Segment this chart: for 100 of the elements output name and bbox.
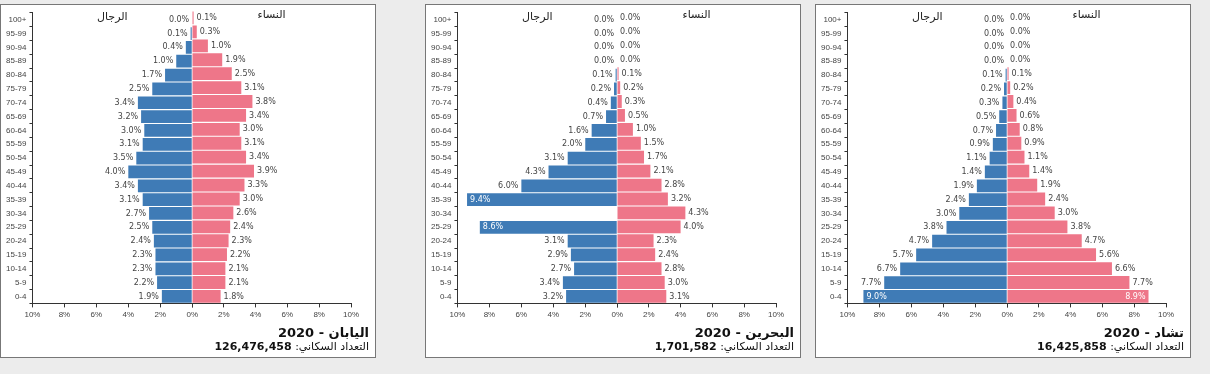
y-tick-label: 80-84 [5, 70, 27, 80]
data-label: 0.0% [1010, 54, 1031, 64]
y-tick-label: 5-9 [14, 277, 28, 287]
data-label: 2.4% [130, 236, 152, 246]
data-label: 6.6% [1115, 263, 1136, 273]
y-tick-label: 95-99 [820, 28, 842, 38]
text: الرجال [97, 9, 128, 23]
data-label: 0.0% [983, 14, 1005, 24]
data-label: 1.9% [225, 54, 247, 64]
y-tick-label: 100+ [433, 14, 452, 24]
data-label: 3.0% [1057, 207, 1079, 217]
data-label: 4.3% [525, 167, 546, 177]
y-tick-label: 95-99 [430, 28, 452, 38]
data-label: 0.0% [620, 13, 641, 23]
y-tick-label: 5-9 [439, 277, 453, 287]
data-label: 3.1% [544, 153, 566, 163]
x-tick-label: 4% [675, 310, 687, 320]
data-label: 3.4% [539, 277, 561, 287]
y-tick-label: 50-54 [5, 153, 27, 163]
data-label: 2.9% [547, 250, 569, 260]
data-label: 0.0% [983, 28, 1005, 38]
data-label: 4.7% [1084, 235, 1106, 245]
y-tick-label: 30-34 [820, 208, 842, 218]
data-label: 3.2% [542, 291, 564, 301]
x-tick-label: 10% [24, 310, 41, 320]
data-label: 3.1% [244, 138, 266, 148]
text: البحرين - 2020 [693, 325, 794, 340]
data-label: 3.8% [1070, 221, 1092, 231]
text: تشاد - 2020 [1102, 325, 1184, 340]
data-label: 0.0% [593, 56, 615, 66]
y-tick-label: 70-74 [5, 97, 27, 107]
data-label: 0.1% [982, 70, 1004, 80]
y-tick-label: 75-79 [820, 84, 842, 94]
data-label: 0.7% [582, 111, 604, 121]
data-label: 0.4% [162, 42, 184, 52]
data-label: 3.4% [249, 110, 270, 120]
data-label: 0.4% [1016, 96, 1038, 106]
y-tick-label: 50-54 [430, 153, 452, 163]
data-label: 3.4% [249, 152, 270, 162]
y-tick-label: 25-29 [820, 222, 842, 232]
x-tick-label: 2% [643, 310, 655, 320]
y-tick-label: 35-39 [5, 194, 27, 204]
data-label: 1.6% [568, 125, 590, 135]
y-tick-label: 85-89 [5, 56, 27, 66]
y-tick-label: 80-84 [820, 70, 842, 80]
y-tick-label: 75-79 [5, 84, 27, 94]
text: النساء [1072, 7, 1101, 21]
data-label: 0.0% [983, 42, 1005, 52]
y-tick-label: 20-24 [820, 236, 842, 246]
y-tick-label: 55-59 [820, 139, 842, 149]
y-tick-label: 45-49 [820, 167, 842, 177]
y-tick-label: 45-49 [5, 167, 27, 177]
data-label: 0.0% [593, 14, 615, 24]
data-label: 2.2% [133, 277, 155, 287]
data-label: 2.2% [230, 249, 251, 259]
y-tick-label: 35-39 [430, 194, 452, 204]
data-label: 0.1% [167, 28, 189, 38]
data-label: 0.8% [1022, 124, 1044, 134]
data-label: 6.0% [498, 180, 519, 190]
data-label: 1.9% [953, 180, 975, 190]
y-tick-label: 55-59 [430, 139, 452, 149]
y-tick-label: 30-34 [430, 208, 452, 218]
y-tick-label: 40-44 [430, 180, 452, 190]
x-tick-label: 2% [154, 310, 167, 320]
y-tick-label: 10-14 [430, 264, 452, 274]
data-label: 2.7% [550, 263, 572, 273]
data-label: 2.0% [561, 139, 583, 149]
data-label: 0.4% [587, 97, 609, 107]
data-label: 3.9% [257, 166, 278, 176]
y-tick-label: 100+ [8, 14, 27, 24]
y-tick-label: 15-19 [430, 250, 452, 260]
y-tick-label: 85-89 [430, 56, 452, 66]
data-label: 8.9% [1125, 291, 1147, 301]
data-label: 1.7% [647, 152, 668, 162]
data-label: 2.5% [128, 222, 150, 232]
data-label: 2.3% [656, 235, 678, 245]
y-tick-label: 45-49 [430, 167, 452, 177]
data-label: 0.0% [1010, 40, 1031, 50]
data-label: 0.9% [1024, 138, 1046, 148]
data-label: 3.5% [112, 153, 134, 163]
data-label: 1.1% [966, 153, 988, 163]
data-label: 0.0% [983, 56, 1005, 66]
data-label: 7.7% [860, 277, 882, 287]
data-label: 0.0% [620, 40, 641, 50]
y-tick-label: 90-94 [5, 42, 27, 52]
x-tick-label: 6% [515, 310, 528, 320]
data-label: 0.3% [624, 96, 646, 106]
data-label: 2.3% [231, 235, 253, 245]
y-tick-label: 0-4 [14, 291, 28, 301]
x-tick-label: 8% [483, 310, 496, 320]
data-label: 3.0% [667, 277, 689, 287]
y-tick-label: 95-99 [5, 28, 27, 38]
data-label: 2.1% [653, 166, 675, 176]
data-label: 4.7% [908, 236, 930, 246]
data-label: 2.4% [1048, 194, 1070, 204]
data-label: 2.3% [132, 263, 153, 273]
x-tick-label: 2% [969, 310, 982, 320]
data-label: 3.0% [242, 124, 264, 134]
y-tick-label: 60-64 [430, 125, 452, 135]
data-label: 0.2% [1013, 82, 1035, 92]
